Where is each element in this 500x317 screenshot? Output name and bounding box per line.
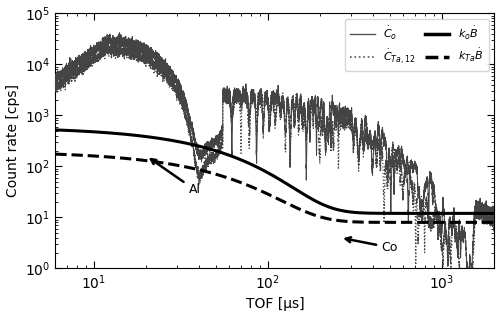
Legend: $\dot{C}_o$, $\dot{C}_{Ta,12}$, $k_o\dot{B}$, $k_{Ta}\dot{B}$: $\dot{C}_o$, $\dot{C}_{Ta,12}$, $k_o\dot… — [344, 19, 489, 71]
Y-axis label: Count rate [cps]: Count rate [cps] — [6, 84, 20, 197]
X-axis label: TOF [μs]: TOF [μs] — [246, 297, 304, 311]
Text: Co: Co — [346, 237, 398, 254]
Text: Al: Al — [151, 159, 200, 196]
